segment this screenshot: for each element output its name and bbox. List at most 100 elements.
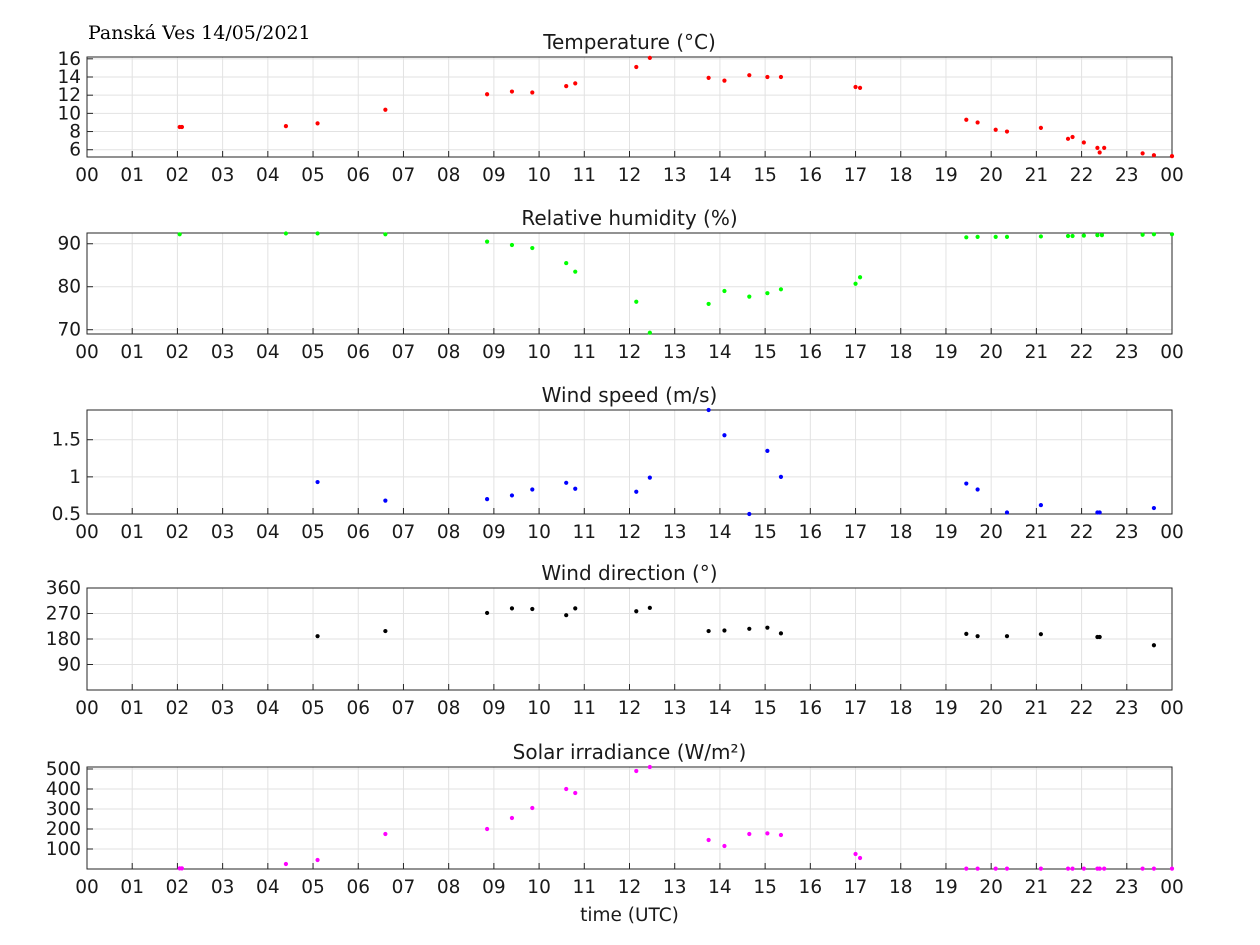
y-tick-label: 90 xyxy=(57,655,81,676)
data-point xyxy=(1004,510,1010,515)
data-point xyxy=(993,866,998,871)
x-tick-label: 11 xyxy=(573,165,597,186)
y-tick-label: 360 xyxy=(46,578,81,599)
data-point xyxy=(1169,153,1175,159)
x-tick-label: 17 xyxy=(844,165,868,186)
x-tick-label: 21 xyxy=(1025,877,1049,898)
x-tick-label: 07 xyxy=(392,698,416,719)
data-point xyxy=(315,634,320,639)
data-point xyxy=(283,861,289,867)
x-tick-label: 01 xyxy=(120,698,144,719)
x-tick-label: 03 xyxy=(211,342,235,363)
x-tick-label: 10 xyxy=(527,165,551,186)
data-point xyxy=(747,73,752,78)
x-tick-label: 21 xyxy=(1025,522,1049,543)
x-tick-label: 02 xyxy=(166,522,190,543)
plot-frame xyxy=(86,409,1173,515)
data-point xyxy=(1081,233,1086,238)
x-tick-label: 06 xyxy=(346,698,370,719)
x-tick-label: 17 xyxy=(844,698,868,719)
x-tick-label: 07 xyxy=(392,165,416,186)
data-point xyxy=(993,234,998,239)
x-tick-label: 19 xyxy=(934,522,958,543)
data-point xyxy=(1038,502,1043,508)
data-point xyxy=(383,107,388,112)
y-tick-label: 270 xyxy=(46,604,81,625)
chart-panel-3: 0.5 1 1.5 00 01 02 03 04 05 06 07 08 09 10 11 12 13 14 15 1… xyxy=(52,383,1184,543)
y-tick-label: 180 xyxy=(46,629,81,650)
data-point xyxy=(1151,232,1157,237)
x-tick-label: 00 xyxy=(1160,342,1184,363)
x-tick-label: 10 xyxy=(527,342,551,363)
data-point xyxy=(315,479,320,485)
data-point xyxy=(634,299,639,304)
x-tick-label: 02 xyxy=(166,165,190,186)
x-tick-label: 05 xyxy=(301,877,325,898)
x-tick-label: 10 xyxy=(527,522,551,543)
data-point xyxy=(857,855,863,861)
data-point xyxy=(975,634,980,639)
x-tick-label: 14 xyxy=(708,342,732,363)
x-tick-label: 16 xyxy=(799,522,823,543)
data-point xyxy=(647,605,652,610)
x-tick-label: 14 xyxy=(708,698,732,719)
x-tick-label: 16 xyxy=(799,342,823,363)
x-tick-label: 00 xyxy=(75,698,99,719)
x-tick-label: 05 xyxy=(301,522,325,543)
x-tick-label: 12 xyxy=(618,342,642,363)
x-tick-label: 10 xyxy=(527,877,551,898)
y-tick-label: 8 xyxy=(69,122,81,143)
y-tick-label: 1 xyxy=(69,467,81,488)
data-point xyxy=(1065,866,1071,871)
x-tick-label: 06 xyxy=(346,342,370,363)
data-point xyxy=(722,78,727,83)
x-tick-label: 22 xyxy=(1070,522,1094,543)
data-point xyxy=(1065,136,1071,141)
data-point xyxy=(509,815,515,821)
data-point xyxy=(383,831,388,837)
x-tick-label: 23 xyxy=(1115,165,1139,186)
x-tick-label: 15 xyxy=(753,165,777,186)
data-point xyxy=(573,81,578,86)
data-point xyxy=(530,805,535,811)
data-point xyxy=(634,489,639,494)
plot-frame xyxy=(86,766,1173,870)
x-tick-label: 20 xyxy=(979,342,1003,363)
x-tick-label: 23 xyxy=(1115,522,1139,543)
x-tick-label: 12 xyxy=(618,877,642,898)
data-point xyxy=(1169,232,1175,237)
data-point xyxy=(634,64,639,70)
data-point xyxy=(177,232,182,237)
x-tick-label: 13 xyxy=(663,522,687,543)
x-tick-label: 16 xyxy=(799,165,823,186)
x-tick-label: 18 xyxy=(889,522,913,543)
data-point xyxy=(765,831,770,836)
x-tick-label: 08 xyxy=(437,165,461,186)
x-tick-label: 04 xyxy=(256,877,280,898)
x-tick-label: 02 xyxy=(166,698,190,719)
x-tick-label: 18 xyxy=(889,342,913,363)
x-tick-label: 14 xyxy=(708,165,732,186)
x-tick-label: 05 xyxy=(301,165,325,186)
data-point xyxy=(647,764,652,770)
data-point xyxy=(530,90,535,95)
data-point xyxy=(975,234,980,239)
data-point xyxy=(964,866,969,871)
data-point xyxy=(853,281,858,286)
x-tick-label: 00 xyxy=(75,522,99,543)
data-point xyxy=(722,433,727,438)
data-point xyxy=(1151,643,1157,648)
data-point xyxy=(1140,232,1145,237)
x-tick-label: 08 xyxy=(437,522,461,543)
data-point xyxy=(765,625,770,630)
data-point xyxy=(179,124,185,130)
data-point xyxy=(853,84,858,90)
x-tick-label: 04 xyxy=(256,342,280,363)
x-tick-label: 13 xyxy=(663,165,687,186)
x-tick-label: 03 xyxy=(211,698,235,719)
data-point xyxy=(964,117,969,122)
data-point xyxy=(778,74,784,80)
x-tick-label: 20 xyxy=(979,522,1003,543)
y-tick-label: 300 xyxy=(46,799,81,820)
x-tick-label: 13 xyxy=(663,698,687,719)
